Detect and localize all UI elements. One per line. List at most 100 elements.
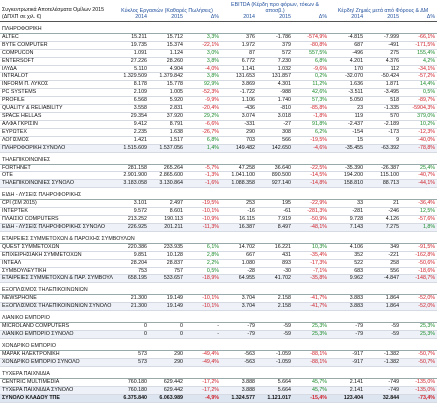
row: BYTE COMPUTER 19.735 15.374 -22,1% 1.972 379-…: [0, 41, 437, 50]
cell: -88,1%: [293, 358, 330, 367]
cell: -917: [329, 350, 366, 359]
cell: -44,1%: [401, 179, 437, 189]
cell: 45,7%: [293, 378, 330, 387]
cell: -41,7%: [293, 302, 330, 312]
cell: -22,9%: [293, 199, 330, 209]
group-heading: EBITDA (Κέρδη προ φόρων, τόκων & αποσβ.): [231, 2, 319, 14]
cell: 233.935: [149, 243, 185, 252]
row-label: ΤΗΛΕΠΙΚΟΙΝΩΝΙΕΣ ΣΥΝΟΛΟ: [0, 179, 113, 189]
cell: -26,7%: [185, 128, 221, 137]
cell: 1.106: [221, 96, 257, 106]
cell: 8.601: [149, 207, 185, 217]
cell: -148,7%: [401, 274, 437, 284]
cell: 1.515.609: [113, 144, 149, 153]
cell: -154: [329, 128, 366, 137]
section-title: ΧΟΝΔΡΙΚΟ ΕΜΠΟΡΙΟ: [0, 338, 437, 351]
cell: -331: [221, 120, 257, 129]
cell: 290: [149, 350, 185, 359]
cell: 15: [329, 136, 366, 145]
cell: 11,2%: [293, 80, 330, 90]
cell: 9: [365, 136, 402, 145]
cell: 1.740: [257, 96, 293, 106]
section-title: ΤΗΛΕΠΙΚΟΙΝΩΝΙΕΣ: [0, 152, 437, 165]
cell: 3.018: [257, 112, 293, 121]
cell: -49,4%: [185, 358, 221, 367]
cell: 149.482: [221, 144, 257, 153]
cell: 3.558: [113, 104, 149, 113]
cell: 265.264: [149, 164, 185, 173]
cell: 1.537.056: [149, 144, 185, 153]
row-label: ΠΛΗΡΟΦΟΡΙΚΗ ΣΥΝΟΛΟ: [0, 144, 113, 153]
cell: 3.869: [221, 80, 257, 90]
cell: 9.851: [113, 251, 149, 260]
cell: 0,5%: [185, 267, 221, 276]
cell: -35.455: [329, 144, 366, 153]
row: SPACE HELLAS 29.354 37.920 29,2% 3.074 3.018-…: [0, 112, 437, 121]
column-heading: 2015: [149, 14, 185, 22]
cell: -14,5%: [293, 171, 330, 181]
cell: 6,1%: [185, 243, 221, 252]
row: ΙΛΥΔΑ 5.110 4.904 -4,0% 1.141 1.032 -9,6% 170 11…: [0, 65, 437, 74]
cell: 1.871: [365, 80, 402, 90]
cell: 226.925: [113, 223, 149, 232]
cell: -14,8%: [293, 179, 330, 189]
grand-row: ΣΥΝΟΛΟ ΚΛΑΔΟΥ ΤΠΕ 6.375.840 6.063.989 -4,9%…: [0, 393, 437, 403]
cell: -19,5%: [185, 199, 221, 209]
tot-row: ΤΥΧΕΡΑ ΠΑΙΧΝΙΔΙΑ ΣΥΝΟΛΟ 760.180 629.442 -17…: [0, 386, 437, 395]
cell: 1,4%: [185, 144, 221, 153]
cell: -221: [365, 251, 402, 260]
cell: 629.442: [149, 386, 185, 395]
tot-row: ΛΙΑΝΙΚΟ ΕΜΠΟΡΙΟ ΣΥΝΟΛΟ 0 0- -79 -59 25,3% -79-…: [0, 330, 437, 339]
cell: -2.437: [329, 120, 366, 129]
cell: -563: [221, 350, 257, 359]
cell: 33: [329, 199, 366, 209]
section-row: ΤΗΛΕΠΙΚΟΙΝΩΝΙΕΣ: [0, 152, 437, 165]
cell: -810: [257, 104, 293, 113]
cell: 0: [149, 322, 185, 332]
cell: 1,8%: [401, 223, 437, 232]
cell: -66,1%: [401, 33, 437, 42]
cell: 3.704: [221, 294, 257, 304]
row: QUALITY & RELIABILITY 3.558 2.831 -20,4% -43…: [0, 104, 437, 113]
cell: 37.920: [149, 112, 185, 121]
cell: -59: [365, 330, 402, 339]
cell: 4.904: [149, 65, 185, 74]
cell: -85,8%: [293, 104, 330, 113]
cell: 190.113: [149, 215, 185, 224]
cell: 6.772: [221, 57, 257, 66]
cell: 556: [365, 267, 402, 276]
unit: (ΔΠΧΠ σε χιλ. €): [0, 14, 113, 22]
cell: 29.354: [113, 112, 149, 121]
cell: 2,8%: [185, 251, 221, 260]
cell: 201.211: [149, 223, 185, 232]
cell: -63.392: [365, 144, 402, 153]
cell: -1,3%: [185, 171, 221, 181]
row-label: ΕΞΟΠΛΙΣΜΟΣ ΤΗΛΕΠΙΚΟΙΝΩΝΙΩΝ ΣΥΝΟΛΟ: [0, 302, 113, 312]
cell: 0: [113, 330, 149, 339]
cell: 19.149: [149, 302, 185, 312]
row-label: ΕΠΙΧΕΙΡΗΣΙΑΚΗ ΣΥΜΜΕΤΟΧΩΝ: [0, 251, 113, 260]
cell: -50,9%: [293, 215, 330, 224]
cell: -563: [221, 358, 257, 367]
cell: 57,3%: [293, 96, 330, 106]
cell: -16: [221, 207, 257, 217]
row: ΙΝΤΕΑΛ 28.204 28.837 2,2% 1.080 893 -17,3% 522 2…: [0, 259, 437, 268]
cell: 1.636: [329, 80, 366, 90]
section-title: ΕΙΔΗ - ΛΥΣΕΙΣ ΠΛΗΡΟΦΟΡΙΚΗΣ: [0, 187, 437, 201]
cell: -7,1%: [293, 267, 330, 276]
cell: 155,4%: [401, 49, 437, 58]
cell: 194.200: [329, 171, 366, 181]
cell: -59: [257, 330, 293, 339]
cell: 760.180: [113, 378, 149, 387]
cell: -9,9%: [185, 96, 221, 106]
cell: 2.901.900: [113, 171, 149, 181]
cell: 87: [221, 49, 257, 58]
cell: -35.390: [329, 164, 366, 173]
cell: 47.258: [221, 164, 257, 173]
cell: 119: [329, 112, 366, 121]
cell: 2.235: [113, 128, 149, 137]
cell: 42,6%: [293, 88, 330, 98]
cell: 2.141: [329, 386, 366, 395]
cell: 757: [149, 267, 185, 276]
cell: 9.412: [113, 120, 149, 129]
